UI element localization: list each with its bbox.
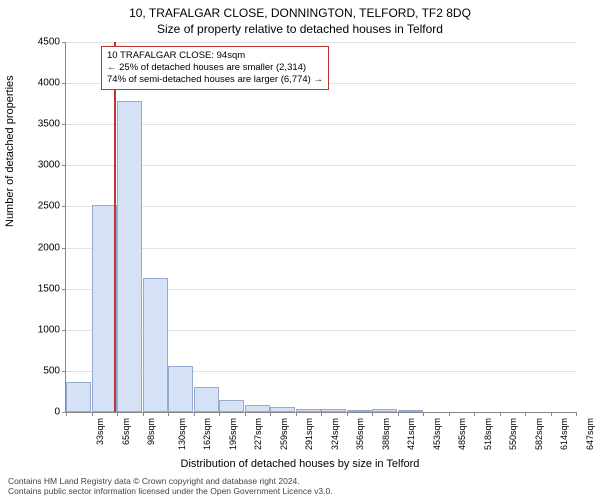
xtick-mark [219, 412, 220, 416]
xtick-mark [321, 412, 322, 416]
xtick-mark [449, 412, 450, 416]
ytick-label: 2000 [25, 242, 60, 253]
callout-line-3: 74% of semi-detached houses are larger (… [107, 74, 323, 86]
xtick-mark [398, 412, 399, 416]
histogram-bar [321, 409, 346, 412]
xtick-mark [474, 412, 475, 416]
ytick-label: 4500 [25, 37, 60, 48]
xtick-mark [500, 412, 501, 416]
ytick-mark [62, 248, 66, 249]
xtick-label: 614sqm [559, 418, 569, 450]
gridline [66, 248, 576, 249]
callout-box: 10 TRAFALGAR CLOSE: 94sqm ← 25% of detac… [101, 46, 329, 90]
xtick-mark [525, 412, 526, 416]
gridline [66, 165, 576, 166]
xtick-mark [551, 412, 552, 416]
title-line-2: Size of property relative to detached ho… [0, 22, 600, 36]
histogram-bar [66, 382, 91, 412]
xtick-mark [194, 412, 195, 416]
histogram-bar [219, 400, 244, 412]
ytick-mark [62, 371, 66, 372]
xtick-mark [66, 412, 67, 416]
xtick-label: 33sqm [95, 418, 105, 445]
histogram-bar [92, 205, 117, 412]
ytick-label: 0 [25, 407, 60, 418]
xtick-mark [270, 412, 271, 416]
footer-line-2: Contains public sector information licen… [8, 486, 333, 496]
title-line-1: 10, TRAFALGAR CLOSE, DONNINGTON, TELFORD… [0, 6, 600, 20]
xtick-label: 356sqm [355, 418, 365, 450]
ytick-label: 3500 [25, 119, 60, 130]
footer-attribution: Contains HM Land Registry data © Crown c… [8, 476, 333, 496]
xtick-label: 259sqm [279, 418, 289, 450]
plot-area: 10 TRAFALGAR CLOSE: 94sqm ← 25% of detac… [65, 42, 576, 413]
xtick-mark [117, 412, 118, 416]
xtick-label: 647sqm [585, 418, 595, 450]
ytick-label: 4000 [25, 78, 60, 89]
xtick-label: 195sqm [228, 418, 238, 450]
x-axis-label: Distribution of detached houses by size … [0, 458, 600, 470]
histogram-bar [296, 409, 321, 412]
ytick-label: 1000 [25, 324, 60, 335]
xtick-label: 291sqm [304, 418, 314, 450]
xtick-label: 485sqm [457, 418, 467, 450]
callout-line-2: ← 25% of detached houses are smaller (2,… [107, 62, 323, 74]
chart-container: 10, TRAFALGAR CLOSE, DONNINGTON, TELFORD… [0, 0, 600, 500]
histogram-bar [143, 278, 168, 412]
histogram-bar [194, 387, 219, 412]
xtick-label: 550sqm [508, 418, 518, 450]
xtick-label: 162sqm [202, 418, 212, 450]
xtick-label: 98sqm [146, 418, 156, 445]
histogram-bar [398, 410, 423, 412]
gridline [66, 42, 576, 43]
xtick-label: 65sqm [121, 418, 131, 445]
gridline [66, 206, 576, 207]
ytick-mark [62, 206, 66, 207]
ytick-label: 3000 [25, 160, 60, 171]
ytick-label: 2500 [25, 201, 60, 212]
histogram-bar [117, 101, 142, 412]
histogram-bar [168, 366, 193, 412]
xtick-label: 582sqm [534, 418, 544, 450]
xtick-label: 388sqm [381, 418, 391, 450]
ytick-label: 1500 [25, 283, 60, 294]
histogram-bar [372, 409, 397, 412]
ytick-mark [62, 289, 66, 290]
ytick-mark [62, 124, 66, 125]
xtick-mark [168, 412, 169, 416]
xtick-label: 421sqm [406, 418, 416, 450]
ytick-mark [62, 83, 66, 84]
xtick-label: 227sqm [253, 418, 263, 450]
xtick-label: 453sqm [432, 418, 442, 450]
histogram-bar [245, 405, 270, 412]
ytick-mark [62, 330, 66, 331]
xtick-label: 324sqm [330, 418, 340, 450]
ytick-mark [62, 165, 66, 166]
xtick-mark [245, 412, 246, 416]
gridline [66, 124, 576, 125]
xtick-label: 130sqm [177, 418, 187, 450]
ytick-label: 500 [25, 365, 60, 376]
xtick-mark [372, 412, 373, 416]
xtick-mark [143, 412, 144, 416]
xtick-label: 518sqm [483, 418, 493, 450]
footer-line-1: Contains HM Land Registry data © Crown c… [8, 476, 333, 486]
property-marker-line [114, 42, 116, 412]
y-axis-label: Number of detached properties [4, 75, 16, 227]
xtick-mark [576, 412, 577, 416]
ytick-mark [62, 42, 66, 43]
xtick-mark [347, 412, 348, 416]
histogram-bar [347, 410, 372, 412]
xtick-mark [423, 412, 424, 416]
xtick-mark [296, 412, 297, 416]
xtick-mark [92, 412, 93, 416]
callout-line-1: 10 TRAFALGAR CLOSE: 94sqm [107, 50, 323, 62]
histogram-bar [270, 407, 295, 412]
